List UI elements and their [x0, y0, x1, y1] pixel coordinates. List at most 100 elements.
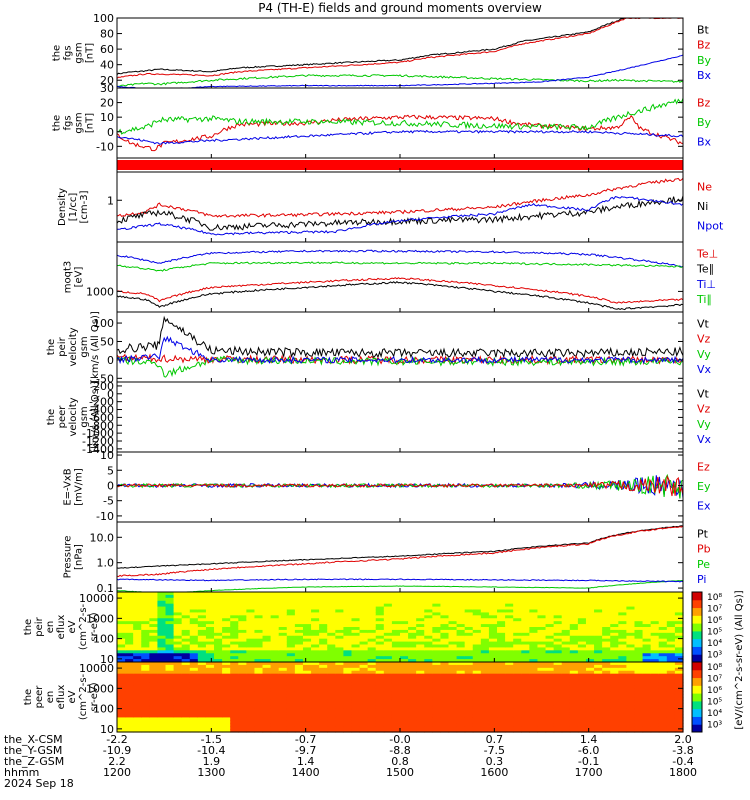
spectrogram-cell: [416, 656, 425, 660]
spectrogram-cell: [464, 664, 474, 669]
spectrogram-cell: [642, 615, 652, 619]
y-tick-label: 100: [93, 633, 114, 646]
spectrogram-cell: [488, 723, 498, 727]
spectrogram-cell: [658, 708, 668, 713]
spectrogram-cell: [537, 627, 547, 631]
spectrogram-cell: [262, 615, 272, 619]
spectrogram-cell: [594, 708, 603, 713]
spectrogram-cell: [440, 676, 450, 681]
spectrogram-cell: [440, 673, 450, 678]
spectrogram-cell: [230, 726, 239, 730]
spectrogram-cell: [666, 685, 676, 689]
spectrogram-cell: [189, 685, 199, 689]
spectrogram-cell: [521, 662, 530, 666]
spectrogram-cell: [205, 726, 215, 730]
spectrogram-cell: [262, 656, 272, 660]
spectrogram-cell: [205, 592, 215, 596]
spectrogram-cell: [222, 594, 231, 599]
spectrogram-cell: [302, 694, 312, 698]
spectrogram-cell: [254, 635, 264, 640]
spectrogram-cell: [302, 594, 312, 599]
spectrogram-cell: [577, 705, 587, 710]
spectrogram-cell: [189, 705, 199, 710]
spectrogram-cell: [464, 600, 474, 605]
spectrogram-cell: [650, 629, 660, 634]
spectrogram-cell: [408, 714, 417, 719]
spectrogram-cell: [488, 729, 498, 733]
spectrogram-cell: [214, 594, 223, 599]
spectrogram-cell: [278, 632, 288, 637]
spectrogram-cell: [335, 644, 344, 649]
colorbar-swatch: [692, 638, 702, 647]
spectrogram-cell: [205, 691, 215, 695]
spectrogram-cell: [634, 644, 644, 649]
spectrogram-cell: [577, 711, 587, 716]
spectrogram-cell: [553, 667, 563, 672]
spectrogram-cell: [117, 594, 126, 599]
spectrogram-cell: [472, 641, 482, 646]
spectrogram-cell: [270, 597, 280, 602]
spectrogram-cell: [658, 676, 668, 681]
plot-title: P4 (TH-E) fields and ground moments over…: [258, 1, 542, 15]
spectrogram-cell: [480, 708, 490, 713]
spectrogram-cell: [585, 662, 595, 666]
spectrogram-cell: [197, 638, 207, 643]
spectrogram-cell: [311, 717, 320, 721]
spectrogram-cell: [424, 629, 433, 634]
spectrogram-cell: [205, 629, 215, 634]
spectrogram-cell: [189, 644, 199, 649]
spectrogram-cell: [302, 705, 312, 710]
spectrogram-cell: [205, 662, 215, 666]
spectrogram-cell: [440, 659, 450, 663]
spectrogram-cell: [141, 726, 150, 730]
spectrogram-cell: [545, 594, 555, 599]
series-Bz: [116, 17, 684, 79]
spectrogram-cell: [367, 667, 377, 672]
spectrogram-cell: [642, 600, 652, 605]
spectrogram-cell: [383, 708, 393, 713]
spectrogram-cell: [286, 697, 296, 701]
spectrogram-cell: [497, 711, 506, 716]
spectrogram-cell: [553, 647, 563, 651]
spectrogram-cell: [230, 597, 239, 602]
spectrogram-cell: [602, 723, 611, 727]
spectrogram-cell: [561, 647, 571, 651]
spectrogram-cell: [141, 711, 150, 716]
spectrogram-cell: [642, 624, 652, 628]
spectrogram-cell: [650, 641, 660, 646]
spectrogram-cell: [569, 714, 579, 719]
spectrogram-cell: [674, 644, 684, 649]
spectrogram-cell: [634, 726, 644, 730]
spectrogram-cell: [529, 600, 539, 605]
spectrogram-cell: [157, 714, 167, 719]
spectrogram-cell: [577, 720, 587, 724]
spectrogram-cell: [197, 615, 207, 619]
spectrogram-cell: [311, 627, 320, 631]
spectrogram-cell: [618, 609, 627, 614]
spectrogram-cell: [173, 592, 183, 596]
spectrogram-cell: [222, 708, 231, 713]
spectrogram-cell: [602, 729, 611, 733]
spectrogram-cell: [650, 627, 660, 631]
spectrogram-cell: [391, 697, 401, 701]
spectrogram-cell: [488, 708, 498, 713]
y-axis-label: the: [52, 45, 63, 61]
spectrogram-cell: [585, 699, 595, 704]
spectrogram-cell: [343, 705, 353, 710]
spectrogram-cell: [133, 723, 142, 727]
spectrogram-cell: [416, 720, 425, 724]
spectrogram-cell: [343, 726, 353, 730]
spectrogram-cell: [480, 664, 490, 669]
spectrogram-cell: [254, 673, 264, 678]
spectrogram-cell: [666, 653, 676, 657]
spectrogram-cell: [658, 600, 668, 605]
spectrogram-cell: [650, 708, 660, 713]
spectrogram-cell: [400, 606, 409, 611]
spectrogram-cell: [173, 621, 183, 625]
spectrogram-cell: [545, 717, 555, 721]
spectrogram-cell: [626, 662, 636, 666]
spectrogram-cell: [666, 670, 676, 675]
spectrogram-cell: [480, 679, 490, 684]
spectrogram-cell: [278, 627, 288, 631]
spectrogram-cell: [230, 592, 239, 596]
